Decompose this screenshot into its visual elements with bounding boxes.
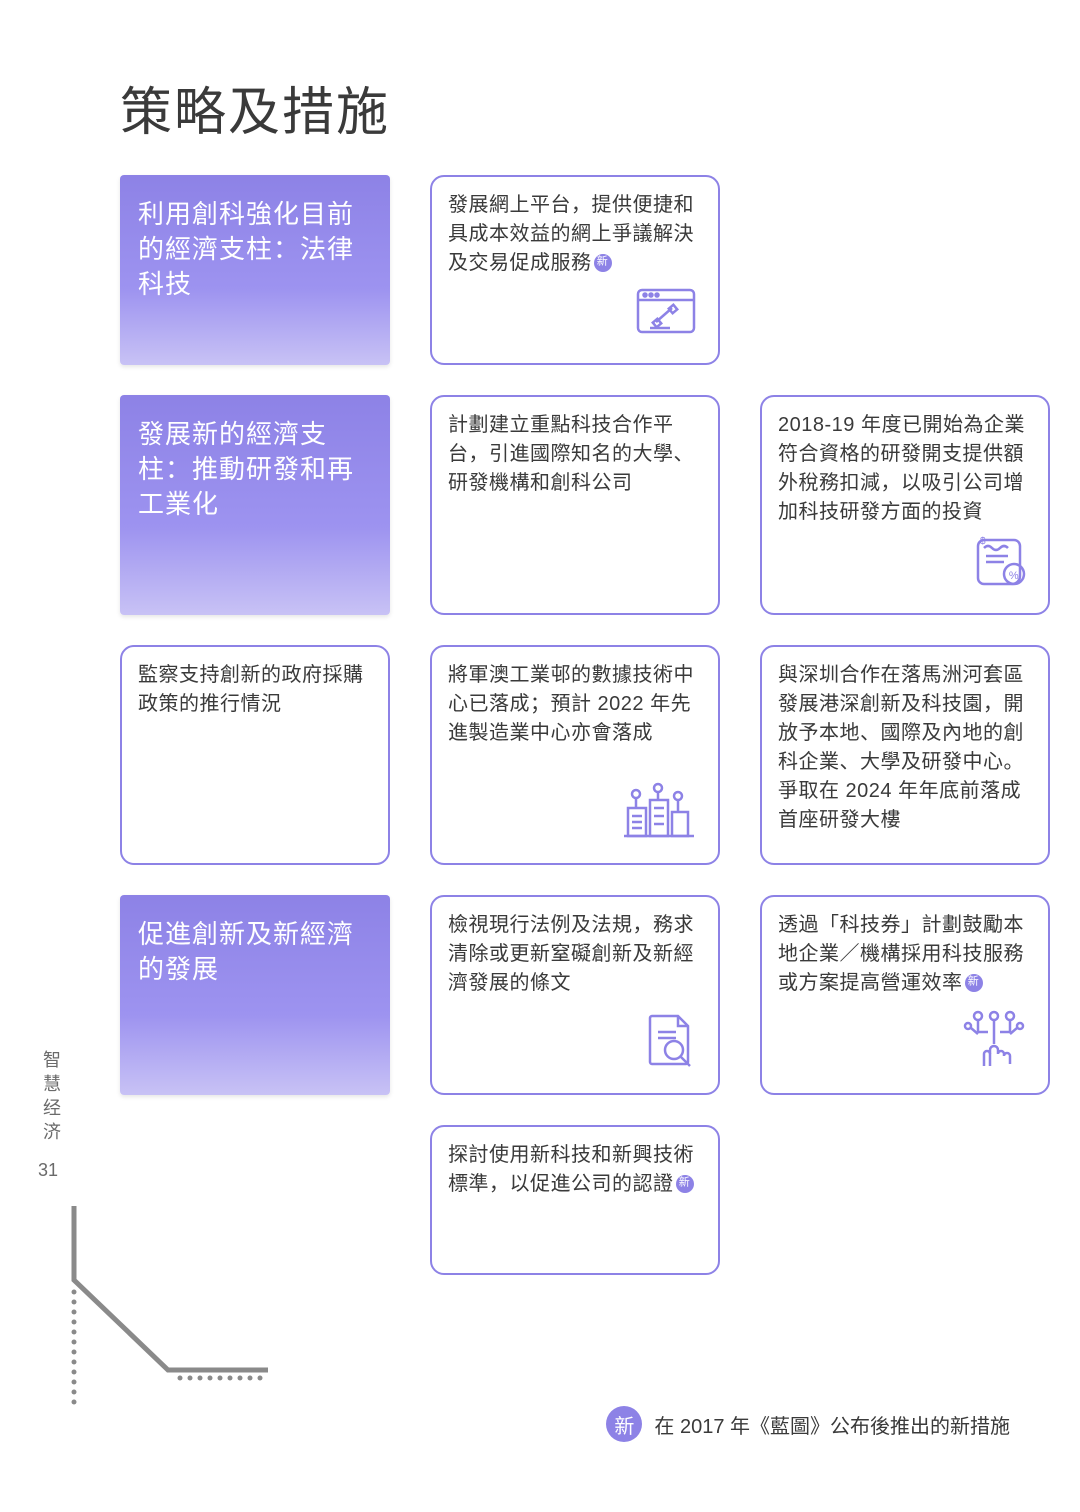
card-text: 探討使用新科技和新興技術標準，以促進公司的認證 bbox=[448, 1144, 694, 1195]
document-search-icon bbox=[640, 1010, 700, 1079]
card-text: 監察支持創新的政府採購政策的推行情況 bbox=[138, 664, 364, 715]
svg-text:$: $ bbox=[980, 536, 986, 547]
new-icon bbox=[594, 254, 612, 272]
card-procurement: 監察支持創新的政府採購政策的推行情況 bbox=[120, 645, 390, 865]
touch-tech-icon bbox=[960, 1006, 1030, 1079]
card-text: 檢視現行法例及法規，務求清除或更新窒礙創新及新經濟發展的條文 bbox=[448, 914, 694, 994]
card-standards: 探討使用新科技和新興技術標準，以促進公司的認證 bbox=[430, 1125, 720, 1275]
card-tech-voucher: 透過「科技券」計劃鼓勵本地企業／機構採用科技服務或方案提高營運效率 bbox=[760, 895, 1050, 1095]
card-text: 2018-19 年度已開始為企業符合資格的研發開支提供額外稅務扣減，以吸引公司增… bbox=[778, 414, 1025, 523]
sidebar-section-label: 智慧经济 bbox=[38, 1050, 64, 1146]
angle-decoration-icon bbox=[68, 1200, 288, 1420]
card-text: 計劃建立重點科技合作平台，引進國際知名的大學、研發機構和創科公司 bbox=[448, 414, 694, 494]
card-lokmachau: 與深圳合作在落馬洲河套區發展港深創新及科技園，開放予本地、國際及內地的創科企業、… bbox=[760, 645, 1050, 865]
footer-text: 在 2017 年《藍圖》公布後推出的新措施 bbox=[654, 1410, 1010, 1439]
tax-scroll-icon: % $ bbox=[970, 534, 1030, 599]
card-text: 將軍澳工業邨的數據技術中心已落成；預計 2022 年先進製造業中心亦會落成 bbox=[448, 664, 694, 744]
new-icon bbox=[965, 974, 983, 992]
new-badge-icon: 新 bbox=[606, 1406, 642, 1442]
gavel-icon bbox=[632, 284, 700, 349]
card-tech-platform: 計劃建立重點科技合作平台，引進國際知名的大學、研發機構和創科公司 bbox=[430, 395, 720, 615]
content-grid: 利用創科強化目前的經濟支柱：法律科技 發展網上平台，提供便捷和具成本效益的網上爭… bbox=[120, 175, 1020, 1275]
page-title: 策略及措施 bbox=[120, 70, 1020, 145]
card-text: 透過「科技券」計劃鼓勵本地企業／機構採用科技服務或方案提高營運效率 bbox=[778, 914, 1024, 994]
card-text: 與深圳合作在落馬洲河套區發展港深創新及科技園，開放予本地、國際及內地的創科企業、… bbox=[778, 664, 1024, 831]
svg-text:%: % bbox=[1009, 570, 1019, 582]
new-icon bbox=[676, 1175, 694, 1193]
pillar-innovation: 促進創新及新經濟的發展 bbox=[120, 895, 390, 1095]
card-tax-deduction: 2018-19 年度已開始為企業符合資格的研發開支提供額外稅務扣減，以吸引公司增… bbox=[760, 395, 1050, 615]
card-online-dispute: 發展網上平台，提供便捷和具成本效益的網上爭議解決及交易促成服務 bbox=[430, 175, 720, 365]
card-review-laws: 檢視現行法例及法規，務求清除或更新窒礙創新及新經濟發展的條文 bbox=[430, 895, 720, 1095]
card-tko-datacenter: 將軍澳工業邨的數據技術中心已落成；預計 2022 年先進製造業中心亦會落成 bbox=[430, 645, 720, 865]
card-text: 發展網上平台，提供便捷和具成本效益的網上爭議解決及交易促成服務 bbox=[448, 194, 694, 274]
pillar-legaltech: 利用創科強化目前的經濟支柱：法律科技 bbox=[120, 175, 390, 365]
pillar-rd: 發展新的經濟支柱：推動研發和再工業化 bbox=[120, 395, 390, 615]
footer-legend: 新 在 2017 年《藍圖》公布後推出的新措施 bbox=[606, 1406, 1010, 1442]
factory-icon bbox=[622, 780, 700, 849]
page-number: 31 bbox=[38, 1160, 58, 1181]
